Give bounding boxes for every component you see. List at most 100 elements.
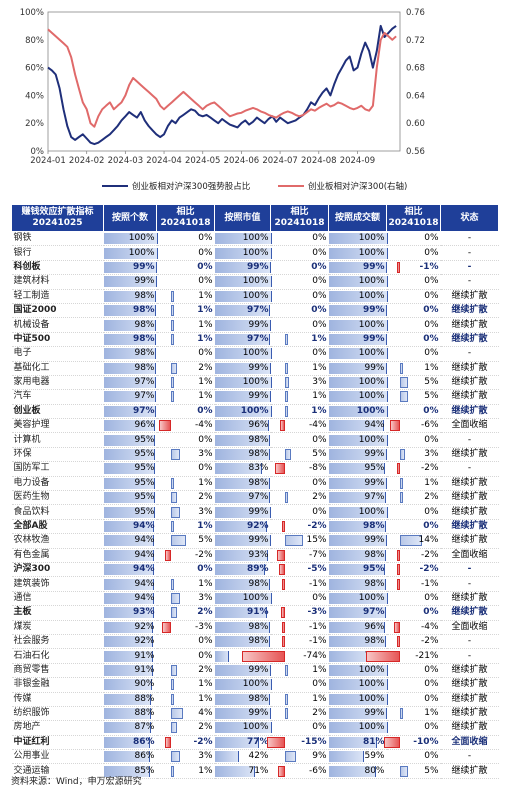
row-name: 非银金融 — [11, 677, 104, 693]
pct-cell: 98% — [103, 289, 157, 304]
diff-value: 0% — [312, 434, 327, 445]
table-row: 环保 95% 3% 98% 5% 99% 3% 继续扩散 — [11, 447, 499, 463]
pct-value: 99% — [248, 391, 269, 402]
pct-value: 88% — [134, 708, 155, 719]
pct-cell: 99% — [214, 706, 271, 722]
diff-cell: 1% — [156, 303, 215, 319]
pct-value: 94% — [364, 420, 385, 431]
pct-bar — [328, 477, 387, 489]
row-state: 继续扩散 — [440, 605, 499, 621]
diff-value: -4% — [420, 621, 439, 632]
pct-cell: 98% — [214, 620, 271, 635]
row-state: - — [440, 749, 499, 765]
diff-bar-negative — [390, 420, 400, 432]
diff-value: 0% — [198, 247, 213, 258]
table-row: 有色金属 94% -2% 93% -7% 98% -2% 全面收缩 — [11, 548, 499, 563]
pct-cell: 100% — [214, 375, 272, 391]
diff-bar-negative — [275, 463, 285, 475]
pct-bar — [214, 506, 271, 518]
table-row: 交通运输 85% 1% 71% -6% 80% 5% 继续扩散 — [11, 763, 499, 779]
diff-bar-positive — [171, 391, 174, 403]
pct-cell: 91% — [103, 648, 157, 664]
diff-value: 0% — [198, 348, 213, 359]
diff-value: 2% — [198, 722, 213, 733]
pct-bar — [328, 693, 388, 705]
pct-value: 95% — [134, 449, 155, 460]
diff-value: 0% — [423, 333, 439, 344]
pct-value: 99% — [248, 664, 269, 675]
pct-cell: 100% — [214, 591, 272, 607]
diff-bar-positive — [171, 506, 180, 518]
diff-bar-negative — [396, 564, 400, 576]
diff-bar-positive — [285, 362, 288, 374]
diff-cell: -2% — [386, 562, 441, 578]
diff-bar-positive — [171, 449, 180, 461]
pct-value: 97% — [246, 305, 269, 316]
pct-value: 100% — [358, 377, 385, 388]
pct-cell: 100% — [214, 677, 272, 693]
diff-cell: 0% — [156, 245, 215, 261]
pct-value: 99% — [246, 261, 269, 272]
pct-value: 90% — [134, 679, 155, 690]
pct-cell: 88% — [103, 692, 157, 707]
pct-value: 99% — [364, 362, 385, 373]
pct-value: 100% — [242, 276, 269, 287]
pct-bar — [328, 607, 386, 619]
pct-cell: 99% — [214, 389, 271, 405]
row-name: 电力设备 — [11, 476, 104, 492]
pct-cell: 99% — [214, 504, 271, 520]
diff-bar-positive — [400, 492, 404, 504]
pct-bar — [214, 305, 270, 317]
diff-value: -10% — [413, 736, 439, 747]
diff-bar-positive — [171, 535, 186, 547]
pct-cell: 100% — [328, 663, 388, 679]
table-row: 机械设备 98% 1% 99% 0% 100% 0% 继续扩散 — [11, 317, 499, 333]
diff-bar-negative — [393, 621, 400, 633]
row-state: - — [440, 245, 499, 261]
pct-cell: 89% — [214, 562, 271, 578]
pct-bar — [328, 708, 387, 720]
pct-value: 98% — [248, 477, 269, 488]
pct-value: 100% — [240, 405, 269, 416]
pct-bar — [103, 434, 155, 446]
pct-value: 99% — [364, 477, 385, 488]
diff-value: 0% — [424, 664, 439, 675]
pct-bar — [103, 765, 150, 777]
diff-cell: 0% — [270, 677, 329, 693]
pct-value: 91% — [134, 650, 155, 661]
diff-bar-positive — [285, 492, 288, 504]
diff-cell: 0% — [386, 303, 441, 319]
row-name: 计算机 — [11, 432, 104, 448]
pct-bar — [214, 549, 268, 561]
pct-value: 98% — [132, 305, 155, 316]
pct-bar — [214, 650, 229, 662]
series-line-1 — [47, 28, 397, 128]
diff-bar-positive — [171, 333, 174, 345]
row-name: 中证500 — [11, 332, 104, 348]
pct-bar — [103, 492, 155, 504]
table-header-0: 赚钱效应扩散指标 20241025 — [11, 204, 104, 232]
pct-cell: 97% — [103, 375, 157, 391]
pct-cell: 100% — [214, 346, 272, 362]
pct-bar — [103, 477, 155, 489]
diff-value: 1% — [198, 765, 213, 776]
diff-value: 0% — [424, 276, 439, 287]
diff-cell: -1% — [270, 576, 329, 592]
diff-cell: -3% — [270, 605, 329, 621]
pct-cell: 97% — [328, 490, 387, 506]
pct-value: 83% — [248, 463, 269, 474]
row-name: 医药生物 — [11, 490, 104, 506]
pct-value: 100% — [242, 377, 269, 388]
diff-value: -2% — [193, 736, 213, 747]
diff-bar-negative — [396, 463, 400, 475]
pct-value: 95% — [134, 477, 155, 488]
table-row: 轻工制造 98% 1% 100% 0% 100% 0% 继续扩散 — [11, 289, 499, 304]
pct-bar — [214, 434, 271, 446]
row-name: 国防军工 — [11, 461, 104, 477]
diff-cell: 5% — [386, 375, 441, 391]
pct-cell: 92% — [103, 620, 157, 635]
pct-value: 99% — [364, 535, 385, 546]
pct-cell: 97% — [214, 332, 271, 348]
pct-cell: 99% — [328, 260, 387, 276]
pct-bar — [103, 305, 157, 317]
